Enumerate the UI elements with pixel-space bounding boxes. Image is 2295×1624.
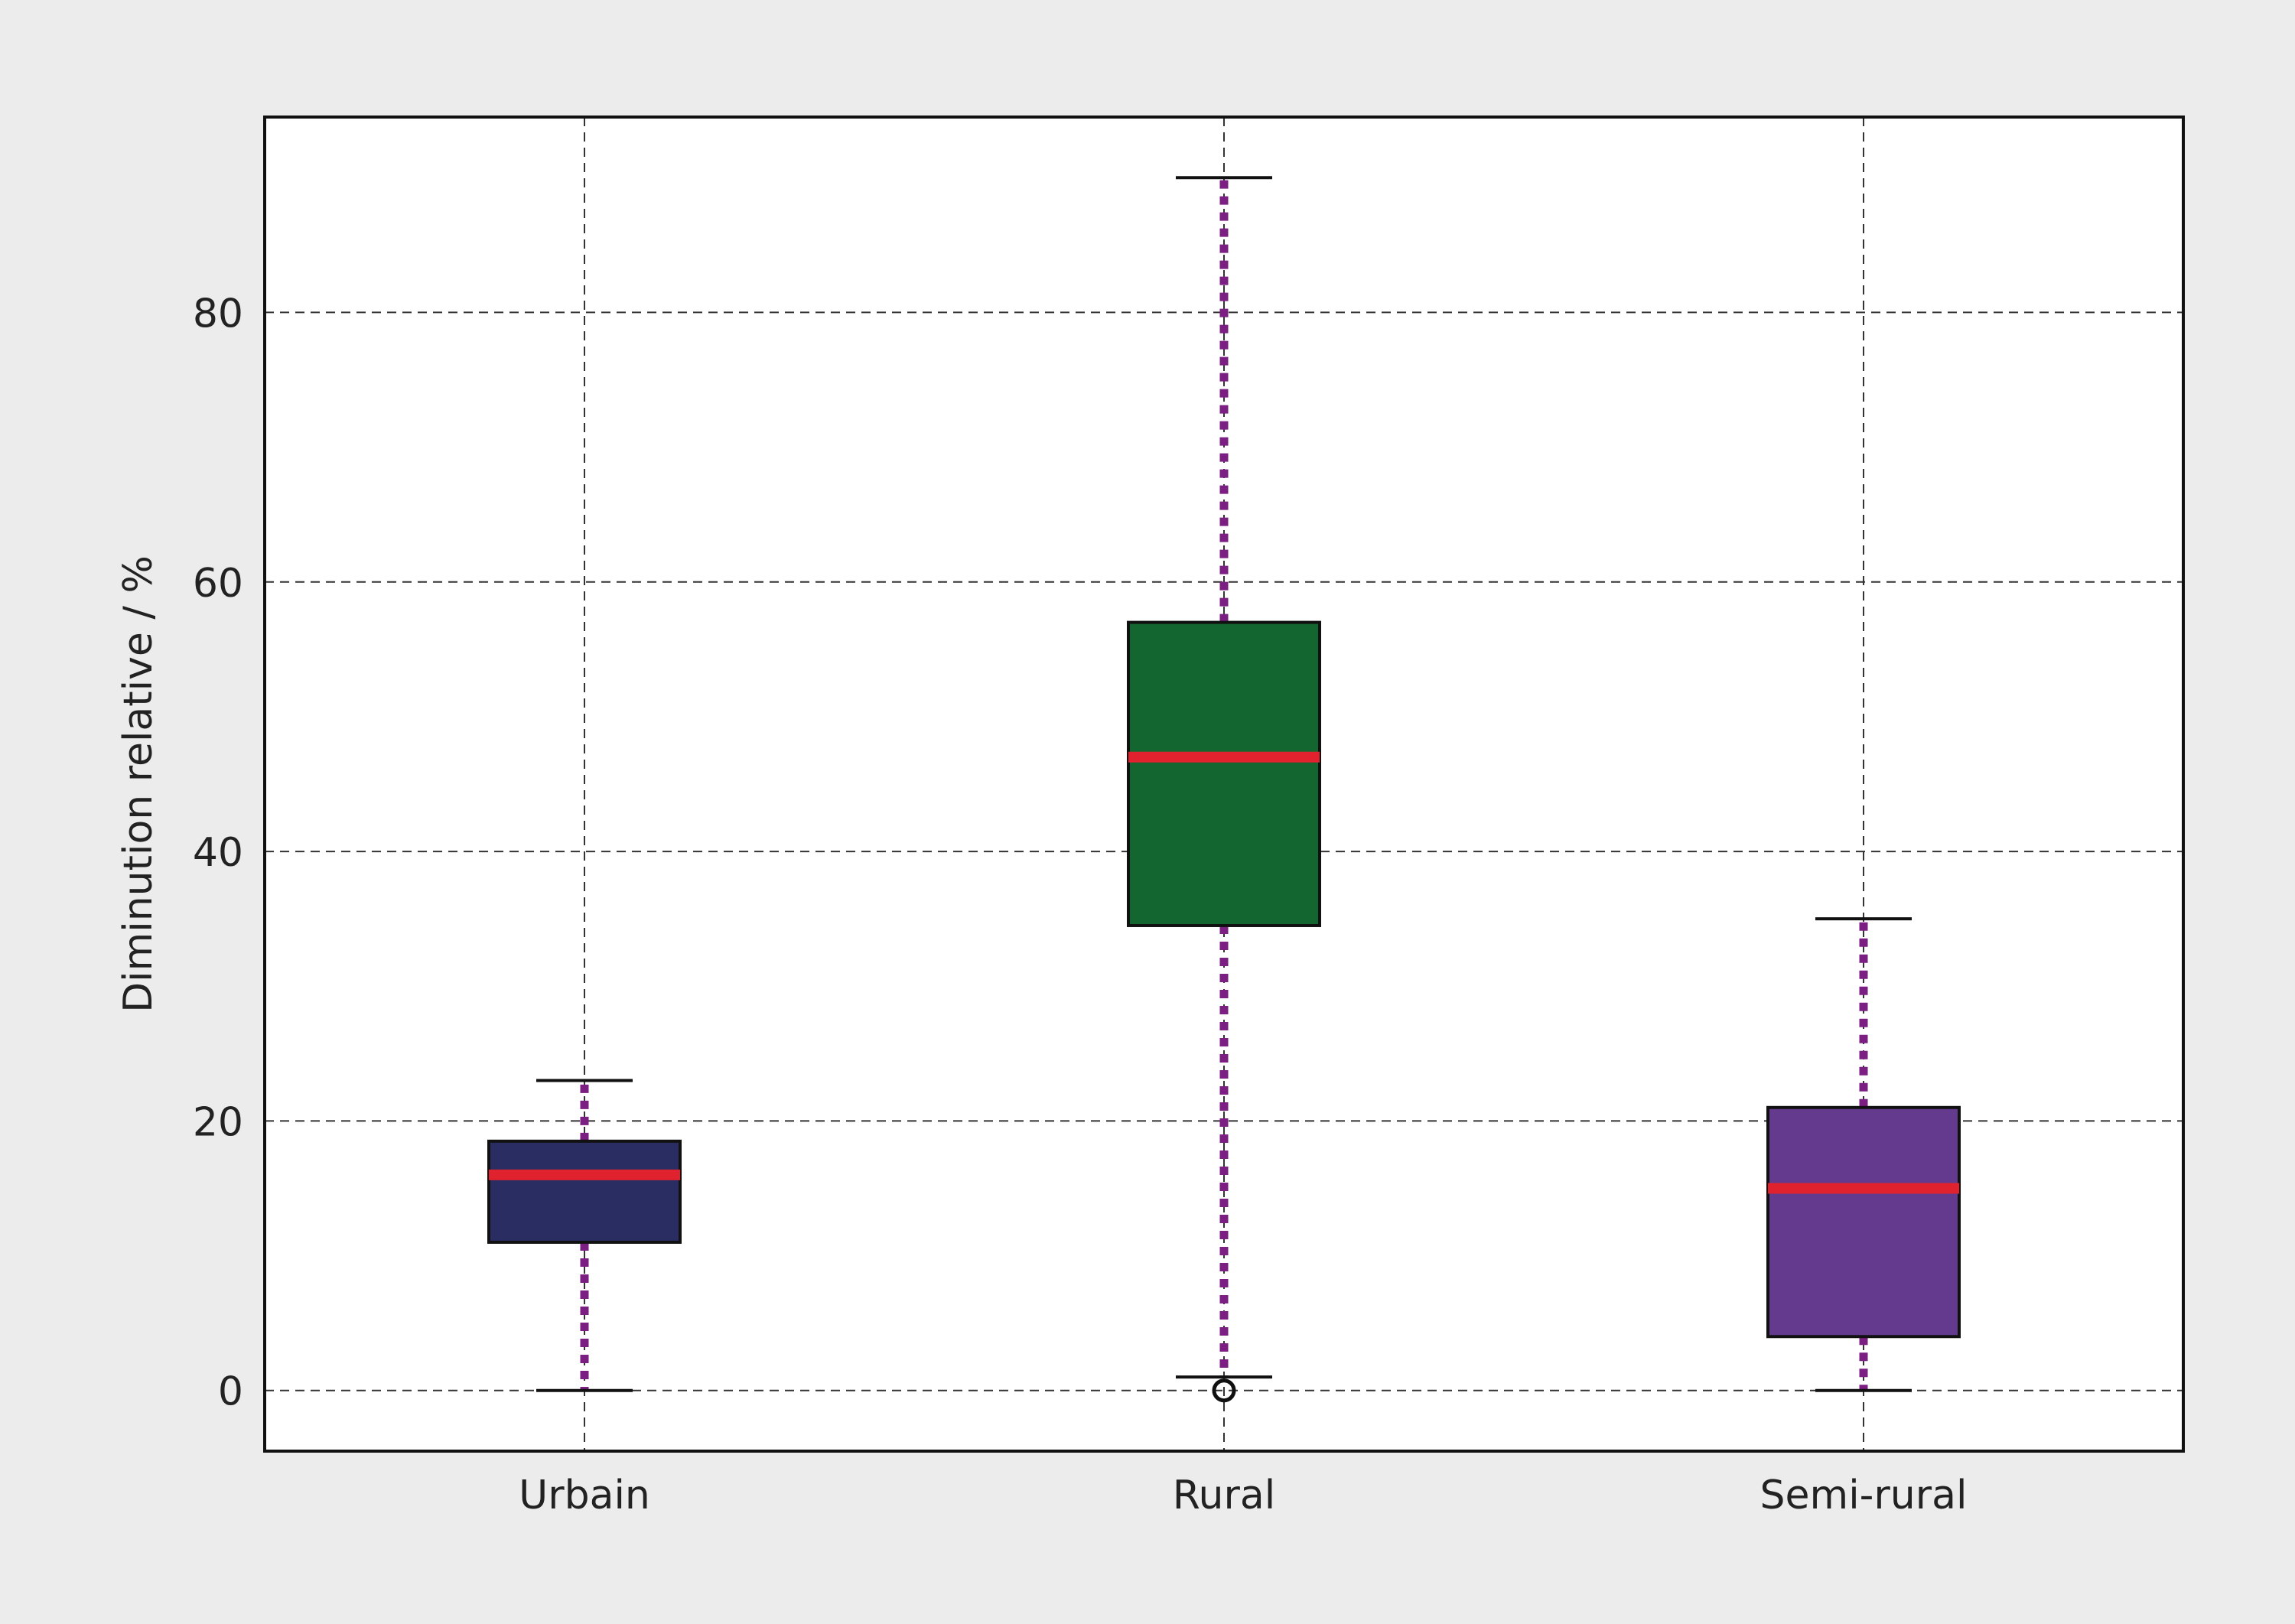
y-tick-label-60: 60 [193,561,243,607]
y-tick-label-0: 0 [218,1369,243,1415]
box-rural [1127,620,1321,927]
outlier-rural-0 [1212,1378,1236,1403]
boxes [487,620,1961,1339]
y-axis-label: Diminution relative / % [116,555,161,1013]
plot-frame [263,116,2185,1453]
x-tick-label-semi-rural: Semi-rural [1760,1473,1968,1518]
x-tick-label-urbain: Urbain [519,1473,650,1518]
whiskers [536,176,1912,1392]
y-tick-label-80: 80 [193,291,243,337]
x-tick-labels: Urbain Rural Semi-rural [519,1473,1967,1518]
x-tick-label-rural: Rural [1173,1473,1275,1518]
y-tick-label-40: 40 [193,830,243,876]
box-semi-rural [1766,1105,1961,1339]
y-tick-labels: 0 20 40 60 80 [193,291,243,1414]
box-urbain [487,1139,682,1244]
outliers [1212,1378,1236,1403]
y-tick-label-20: 20 [193,1099,243,1145]
